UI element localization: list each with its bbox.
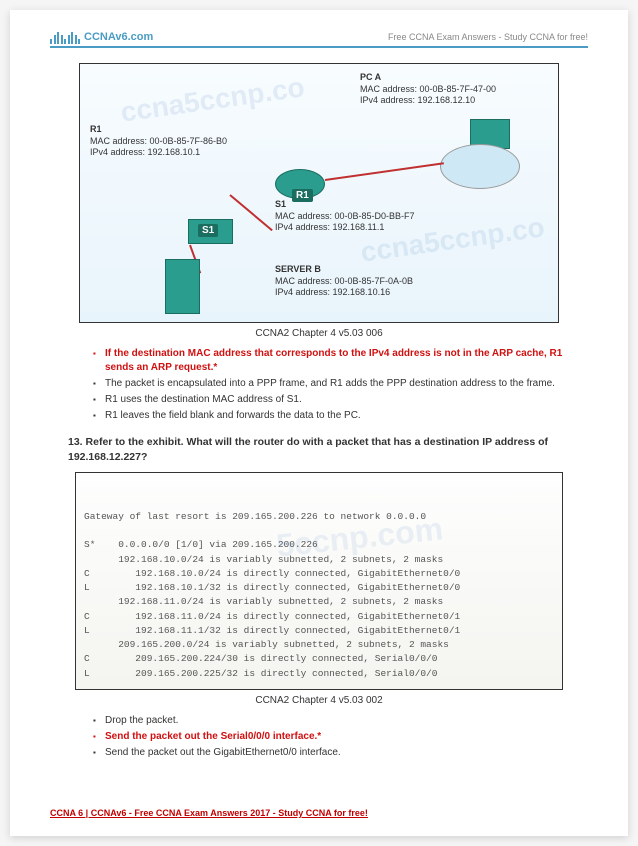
pc-a-ip: IPv4 address: 192.168.12.10 — [360, 95, 475, 105]
answer-option: The packet is encapsulated into a PPP fr… — [105, 377, 588, 391]
pc-a-label: PC A MAC address: 00-0B-85-7F-47-00 IPv4… — [360, 72, 496, 107]
route-line: C 192.168.10.0/24 is directly connected,… — [84, 568, 460, 579]
answer-option: R1 leaves the field blank and forwards t… — [105, 409, 588, 423]
s1-mac: MAC address: 00-0B-85-D0-BB-F7 — [275, 211, 415, 221]
route-line: 209.165.200.0/24 is variably subnetted, … — [84, 639, 449, 650]
route-line: L 192.168.11.1/32 is directly connected,… — [84, 625, 460, 636]
route-line: Gateway of last resort is 209.165.200.22… — [84, 511, 426, 522]
network-diagram: ccna5ccnp.co ccna5ccnp.co PC A MAC addre… — [79, 63, 559, 323]
document-page: CCNAv6.com Free CCNA Exam Answers - Stud… — [10, 10, 628, 836]
question-13: 13. Refer to the exhibit. What will the … — [68, 435, 588, 464]
link-line — [229, 194, 272, 231]
answer-list-1: If the destination MAC address that corr… — [50, 347, 588, 423]
answer-option: R1 uses the destination MAC address of S… — [105, 393, 588, 407]
answer-correct: Send the packet out the Serial0/0/0 inte… — [105, 730, 588, 744]
route-line: L 192.168.10.1/32 is directly connected,… — [84, 582, 460, 593]
route-line: S* 0.0.0.0/0 [1/0] via 209.165.200.226 — [84, 539, 318, 550]
routing-table-exhibit: 5ccnp.com Gateway of last resort is 209.… — [75, 472, 563, 690]
page-footer: CCNA 6 | CCNAv6 - Free CCNA Exam Answers… — [50, 808, 368, 818]
routing-caption: CCNA2 Chapter 4 v5.03 002 — [50, 695, 588, 706]
s1-ip: IPv4 address: 192.168.11.1 — [275, 222, 384, 232]
r1-name: R1 — [90, 124, 102, 134]
question-number: 13. — [68, 436, 83, 448]
route-line: C 209.165.200.224/30 is directly connect… — [84, 653, 437, 664]
header-tagline: Free CCNA Exam Answers - Study CCNA for … — [388, 32, 588, 42]
link-line — [325, 162, 444, 181]
s1-label: S1 MAC address: 00-0B-85-D0-BB-F7 IPv4 a… — [275, 199, 415, 234]
answer-correct: If the destination MAC address that corr… — [105, 347, 588, 375]
diagram-caption: CCNA2 Chapter 4 v5.03 006 — [50, 328, 588, 339]
route-line: 192.168.10.0/24 is variably subnetted, 2… — [84, 554, 443, 565]
s1-name: S1 — [275, 199, 286, 209]
cloud-icon — [440, 144, 520, 189]
brand-text: CCNAv6.com — [84, 31, 153, 43]
question-text: Refer to the exhibit. What will the rout… — [68, 436, 548, 463]
switch-badge: S1 — [198, 224, 218, 237]
route-line: 192.168.11.0/24 is variably subnetted, 2… — [84, 596, 443, 607]
page-header: CCNAv6.com Free CCNA Exam Answers - Stud… — [50, 30, 588, 48]
server-b-name: SERVER B — [275, 264, 321, 274]
pc-a-name: PC A — [360, 72, 381, 82]
r1-label: R1 MAC address: 00-0B-85-7F-86-B0 IPv4 a… — [90, 124, 227, 159]
r1-ip: IPv4 address: 192.168.10.1 — [90, 147, 200, 157]
footer-link[interactable]: CCNA 6 | CCNAv6 - Free CCNA Exam Answers… — [50, 808, 368, 818]
r1-mac: MAC address: 00-0B-85-7F-86-B0 — [90, 136, 227, 146]
answer-option: Send the packet out the GigabitEthernet0… — [105, 746, 588, 760]
cisco-logo-icon — [50, 30, 80, 44]
route-line: C 192.168.11.0/24 is directly connected,… — [84, 611, 460, 622]
watermark: ccna5ccnp.co — [119, 71, 307, 128]
answer-option: Drop the packet. — [105, 714, 588, 728]
server-b-label: SERVER B MAC address: 00-0B-85-7F-0A-0B … — [275, 264, 413, 299]
server-icon — [165, 259, 200, 314]
server-b-mac: MAC address: 00-0B-85-7F-0A-0B — [275, 276, 413, 286]
brand-block: CCNAv6.com — [50, 30, 153, 44]
route-line: L 209.165.200.225/32 is directly connect… — [84, 668, 437, 679]
answer-list-2: Drop the packet. Send the packet out the… — [50, 714, 588, 760]
server-b-ip: IPv4 address: 192.168.10.16 — [275, 287, 390, 297]
pc-a-mac: MAC address: 00-0B-85-7F-47-00 — [360, 84, 496, 94]
